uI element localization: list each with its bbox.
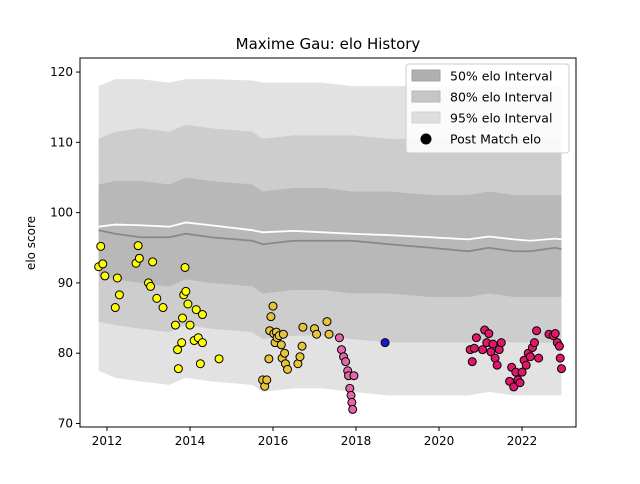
y-axis-label: elo score bbox=[24, 216, 38, 270]
data-point-s4-31 bbox=[550, 329, 560, 339]
data-point-s0-30 bbox=[197, 310, 207, 320]
data-point-s4-3 bbox=[471, 333, 481, 343]
mean-elo-line bbox=[98, 229, 562, 253]
data-point-s0-6 bbox=[110, 303, 120, 313]
data-point-s4-22 bbox=[521, 360, 531, 370]
data-point-s0-28 bbox=[195, 359, 205, 369]
x-tick-label: 2018 bbox=[341, 434, 372, 448]
data-point-s0-15 bbox=[170, 320, 180, 330]
data-point-s4-34 bbox=[555, 353, 565, 363]
data-point-s4-28 bbox=[534, 353, 544, 363]
data-point-s2-0 bbox=[334, 333, 344, 343]
data-point-s3-0 bbox=[380, 338, 390, 348]
data-point-s4-27 bbox=[532, 326, 542, 336]
data-point-s1-24 bbox=[322, 317, 332, 327]
data-point-s1-20 bbox=[297, 341, 307, 351]
data-point-s0-26 bbox=[191, 305, 201, 315]
data-point-s0-24 bbox=[185, 320, 195, 330]
legend: 50% elo Interval 80% elo Interval 95% elo … bbox=[405, 63, 570, 154]
data-point-s2-3 bbox=[341, 357, 351, 367]
data-point-s0-12 bbox=[148, 257, 158, 267]
data-point-s1-21 bbox=[298, 322, 308, 332]
data-point-s0-18 bbox=[177, 338, 187, 348]
data-point-s1-25 bbox=[324, 329, 334, 339]
legend-swatch-band80 bbox=[411, 90, 441, 103]
data-point-s1-5 bbox=[266, 312, 276, 322]
data-point-s4-7 bbox=[484, 329, 494, 339]
data-point-s2-10 bbox=[349, 371, 359, 381]
y-tick-label: 80 bbox=[58, 346, 73, 360]
data-point-s0-9 bbox=[134, 253, 144, 263]
data-point-s4-9 bbox=[488, 339, 498, 349]
data-point-s0-16 bbox=[173, 345, 183, 355]
band-50-interval bbox=[98, 177, 562, 297]
data-point-s1-3 bbox=[264, 354, 274, 364]
plot-frame bbox=[79, 57, 577, 428]
data-point-s1-14 bbox=[278, 329, 288, 339]
legend-label: 80% elo Interval bbox=[450, 90, 552, 105]
data-point-s1-12 bbox=[276, 340, 286, 350]
data-point-s1-2 bbox=[262, 375, 272, 385]
data-point-s4-11 bbox=[492, 360, 502, 370]
legend-label: 95% elo Interval bbox=[450, 111, 552, 126]
data-point-s0-19 bbox=[178, 313, 188, 323]
data-point-s0-23 bbox=[183, 299, 193, 309]
data-point-s4-26 bbox=[529, 338, 539, 348]
data-point-s4-1 bbox=[467, 357, 477, 367]
data-point-s0-1 bbox=[96, 241, 106, 251]
data-point-s0-8 bbox=[133, 241, 143, 251]
data-point-s1-17 bbox=[283, 364, 293, 374]
x-tick-label: 2022 bbox=[507, 434, 538, 448]
data-point-s0-2 bbox=[98, 259, 108, 269]
data-point-s0-11 bbox=[146, 281, 156, 291]
chart-title: Maxime Gau: elo History bbox=[236, 35, 421, 53]
data-point-s4-19 bbox=[515, 378, 525, 388]
y-tick-label: 120 bbox=[50, 65, 73, 79]
data-point-s0-13 bbox=[152, 293, 162, 303]
legend-marker-icon bbox=[420, 133, 432, 145]
data-point-s1-15 bbox=[280, 348, 290, 358]
legend-label: Post Match elo bbox=[450, 132, 541, 147]
data-point-s0-29 bbox=[197, 338, 207, 348]
x-tick-label: 2016 bbox=[258, 434, 289, 448]
median-elo-line bbox=[98, 221, 562, 242]
data-point-s4-24 bbox=[525, 352, 535, 362]
data-point-s0-31 bbox=[214, 354, 224, 364]
data-point-s0-3 bbox=[100, 271, 110, 281]
legend-swatch-band95 bbox=[411, 111, 441, 124]
data-point-s0-22 bbox=[181, 286, 191, 296]
data-point-s4-2 bbox=[469, 343, 479, 353]
data-point-s0-5 bbox=[114, 290, 124, 300]
y-tick-label: 100 bbox=[50, 206, 73, 220]
data-point-s2-9 bbox=[348, 404, 358, 414]
data-point-s4-4 bbox=[478, 345, 488, 355]
data-point-s1-6 bbox=[268, 301, 278, 311]
y-tick-label: 70 bbox=[58, 416, 73, 430]
y-tick-label: 110 bbox=[50, 135, 73, 149]
data-point-s1-23 bbox=[312, 329, 322, 339]
data-point-s4-16 bbox=[509, 382, 519, 392]
x-tick-label: 2020 bbox=[424, 434, 455, 448]
x-tick-label: 2012 bbox=[92, 434, 123, 448]
data-point-s0-21 bbox=[180, 262, 190, 272]
legend-swatch-band50 bbox=[411, 69, 441, 82]
data-point-s4-13 bbox=[496, 338, 506, 348]
data-point-s4-20 bbox=[517, 367, 527, 377]
data-point-s4-35 bbox=[556, 364, 566, 374]
data-point-s4-33 bbox=[554, 341, 564, 351]
y-tick-label: 90 bbox=[58, 276, 73, 290]
data-point-s1-19 bbox=[295, 352, 305, 362]
data-point-s0-4 bbox=[112, 273, 122, 283]
legend-label: 50% elo Interval bbox=[450, 69, 552, 84]
data-point-s0-17 bbox=[173, 364, 183, 374]
data-point-s0-14 bbox=[158, 303, 168, 313]
x-tick-label: 2014 bbox=[175, 434, 206, 448]
legend-box bbox=[405, 63, 570, 154]
